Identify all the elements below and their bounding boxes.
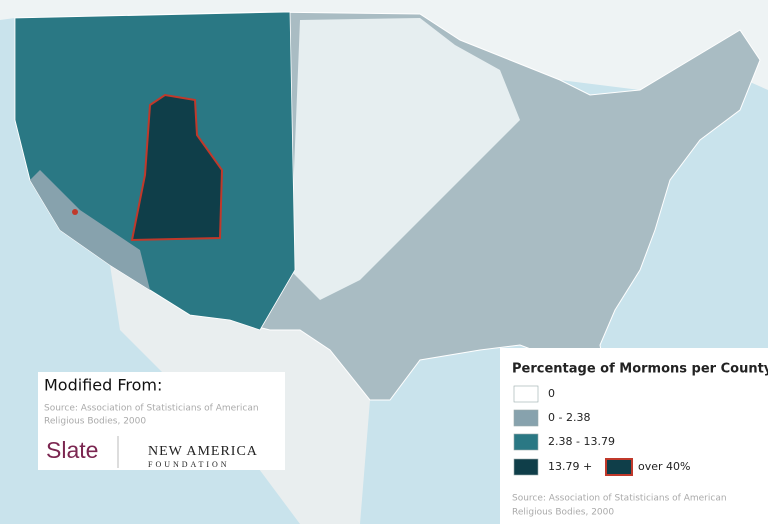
legend-source: Source: Association of Statisticians of … [512,494,727,504]
legend-swatch [513,433,539,451]
legend-label: 2.38 - 13.79 [548,435,615,448]
plains-low [290,18,520,300]
new-america-logo: NEW AMERICA [148,444,258,459]
canada [0,0,768,90]
legend-swatch [513,409,539,427]
legend-title: Percentage of Mormons per County [512,362,768,377]
legend-box [500,348,768,524]
legend-label: over 40% [638,460,690,473]
california-coast [30,170,150,290]
credit-source: Source: Association of Statisticians of … [44,404,259,414]
legend-items: 0 0 - 2.38 2.38 - 13.79 13.79 + over 40% [513,385,690,476]
credit-box [38,372,285,470]
legend-swatch [605,458,633,476]
legend-swatch [513,458,539,476]
legend-label: 0 [548,387,555,400]
legend-source: Religious Bodies, 2000 [512,508,614,518]
legend-swatch [513,385,539,403]
legend-label: 0 - 2.38 [548,411,590,424]
over-40-region [130,93,224,242]
marker [72,209,78,215]
foundation-logo: FOUNDATION [148,460,230,469]
slate-logo: Slate [46,437,98,463]
credit-source: Religious Bodies, 2000 [44,417,146,427]
legend-label: 13.79 + [548,460,592,473]
credit-heading: Modified From: [44,376,162,395]
